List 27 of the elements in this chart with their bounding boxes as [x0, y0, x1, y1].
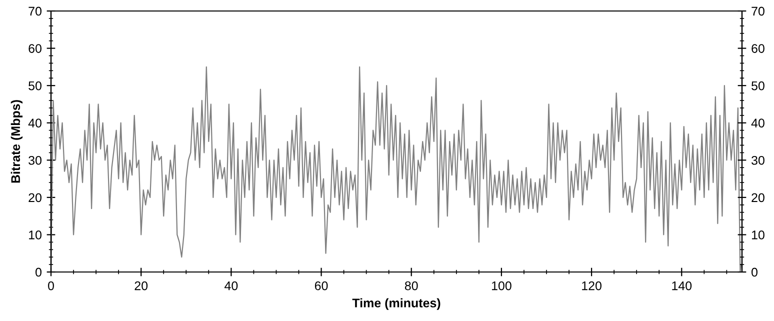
y-axis-title: Bitrate (Mbps) — [10, 100, 23, 183]
y-tick-label: 20 — [28, 193, 42, 202]
y2-tick-label: 20 — [752, 193, 764, 202]
y2-tick-label: 40 — [751, 118, 764, 128]
x-tick-label: 80 — [404, 281, 418, 290]
y-tick-label: 70 — [28, 6, 42, 16]
y2-tick-label: 50 — [752, 81, 764, 90]
line-series — [51, 66, 742, 272]
y2-tick-label: 70 — [752, 6, 764, 16]
x-tick-label: 100 — [492, 281, 512, 290]
x-axis-title: Time (minutes) — [352, 298, 440, 310]
y-tick-label: 60 — [28, 44, 42, 53]
y2-tick-label: 10 — [752, 230, 764, 240]
x-tick-label: 0 — [48, 281, 54, 290]
y-tick-label: 40 — [28, 118, 42, 128]
y-tick-label: 30 — [28, 156, 42, 165]
y2-tick-label: 0 — [752, 268, 758, 277]
y-tick-label: 0 — [36, 268, 42, 277]
x-tick-label: 60 — [314, 281, 328, 290]
y-tick-label: 50 — [28, 81, 42, 90]
y2-tick-label: 30 — [752, 156, 764, 165]
y-tick-label: 10 — [29, 230, 42, 240]
x-tick-label: 120 — [582, 281, 602, 290]
x-tick-label: 40 — [224, 281, 238, 290]
x-tick-label: 140 — [672, 281, 692, 290]
y2-tick-label: 60 — [752, 44, 764, 53]
x-tick-label: 20 — [134, 281, 148, 290]
